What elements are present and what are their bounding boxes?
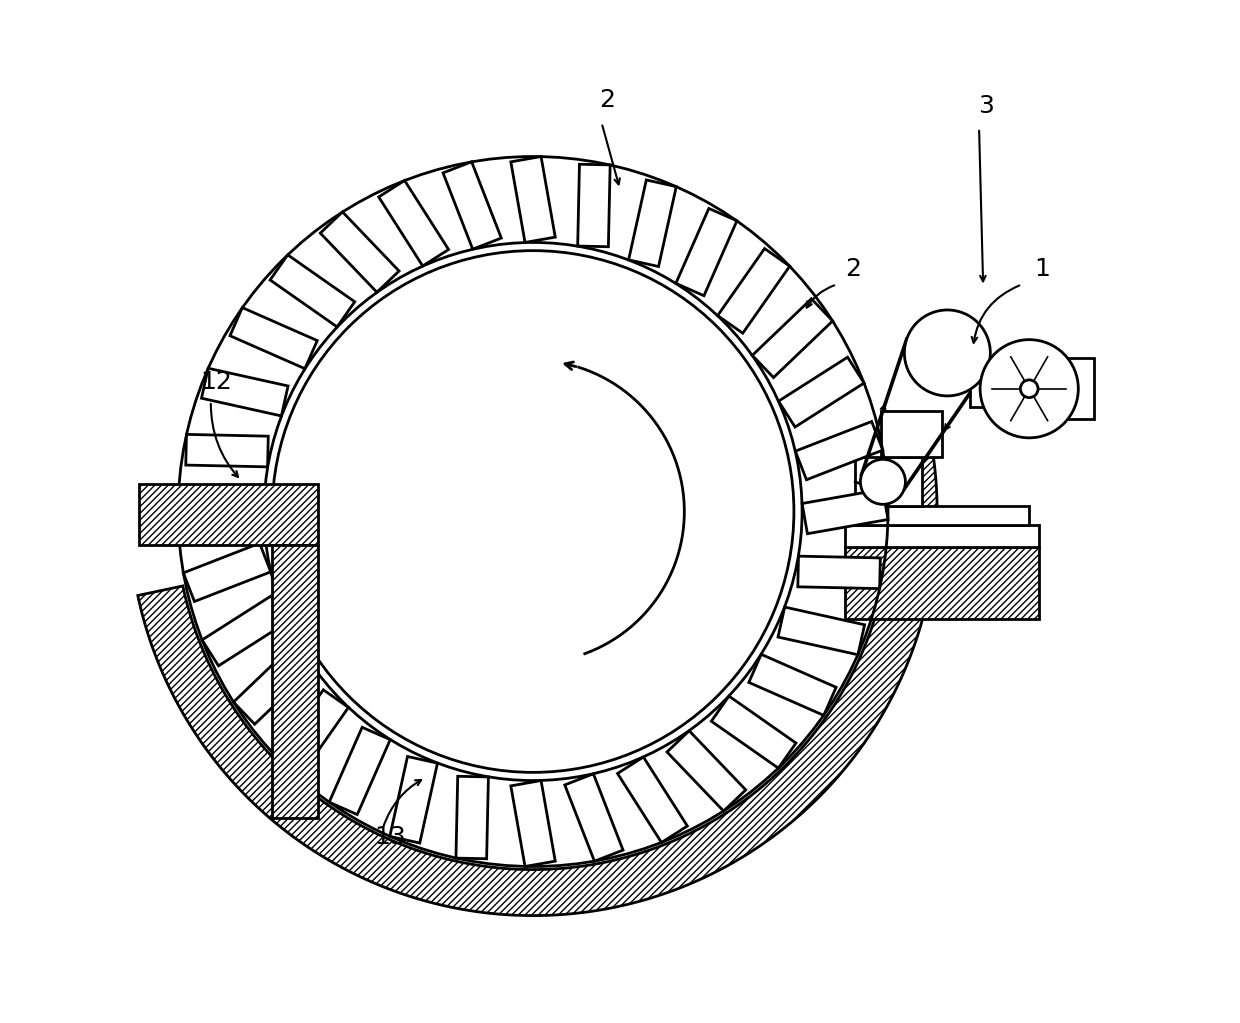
Polygon shape [667,730,745,811]
Polygon shape [389,756,438,843]
Polygon shape [511,781,556,866]
Polygon shape [777,607,864,655]
Polygon shape [846,547,1039,619]
Bar [846,525,1039,547]
Text: 12: 12 [201,369,232,394]
Bar [1068,358,1094,419]
Text: 2: 2 [846,257,861,281]
Circle shape [1021,380,1038,398]
Polygon shape [277,690,348,774]
Polygon shape [270,255,355,327]
Circle shape [861,459,905,504]
Polygon shape [749,655,836,715]
Polygon shape [202,596,288,666]
Polygon shape [184,543,270,602]
Polygon shape [797,557,880,588]
Polygon shape [186,435,268,466]
Polygon shape [795,421,883,480]
Polygon shape [712,696,796,768]
Polygon shape [578,165,610,247]
Polygon shape [511,157,556,242]
Text: 13: 13 [374,825,407,849]
Polygon shape [618,757,687,843]
Polygon shape [233,646,314,724]
Text: 3: 3 [978,93,994,118]
Polygon shape [139,484,319,545]
Circle shape [980,340,1079,438]
Polygon shape [273,545,319,818]
Bar [880,411,942,457]
Polygon shape [802,489,888,534]
Polygon shape [329,727,391,814]
Circle shape [272,251,794,772]
Polygon shape [564,773,622,861]
Polygon shape [443,162,501,250]
Polygon shape [779,357,864,427]
Bar [970,370,991,407]
Polygon shape [629,180,676,267]
Text: 1: 1 [1034,257,1050,281]
Polygon shape [229,308,317,368]
Polygon shape [676,209,737,296]
Polygon shape [138,428,937,916]
Polygon shape [456,776,489,858]
Polygon shape [718,249,790,333]
Circle shape [904,310,991,396]
Bar [851,506,1029,525]
Polygon shape [320,212,399,293]
Polygon shape [179,489,264,534]
Polygon shape [202,368,288,416]
Polygon shape [753,299,832,377]
Polygon shape [378,180,449,266]
Text: 2: 2 [600,88,615,113]
Bar [856,457,921,506]
